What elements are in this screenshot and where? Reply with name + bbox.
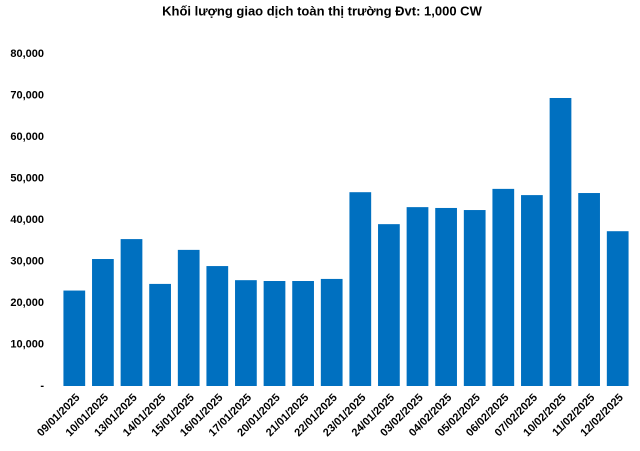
bar bbox=[578, 193, 600, 386]
y-tick-label: 50,000 bbox=[10, 172, 44, 184]
bar bbox=[92, 259, 114, 386]
bar bbox=[177, 249, 200, 386]
bar bbox=[435, 207, 457, 386]
y-tick-label: 60,000 bbox=[10, 131, 44, 143]
bar bbox=[263, 281, 286, 386]
chart-title: Khối lượng giao dịch toàn thị trường Đvt… bbox=[162, 3, 482, 18]
y-tick-label: - bbox=[40, 380, 44, 392]
bar bbox=[120, 239, 143, 386]
bar bbox=[235, 280, 257, 386]
y-tick-label: 20,000 bbox=[10, 297, 44, 309]
bar bbox=[349, 192, 372, 386]
bar bbox=[492, 188, 515, 386]
y-tick-label: 80,000 bbox=[10, 48, 44, 60]
y-tick-label: 10,000 bbox=[10, 338, 44, 350]
bar bbox=[521, 195, 543, 386]
bar bbox=[378, 224, 400, 386]
bar bbox=[292, 281, 314, 386]
bar bbox=[320, 278, 343, 386]
bar bbox=[63, 290, 86, 386]
y-tick-label: 40,000 bbox=[10, 214, 44, 226]
bar bbox=[549, 97, 572, 387]
bar bbox=[206, 266, 229, 386]
y-tick-label: 30,000 bbox=[10, 255, 44, 267]
bar bbox=[463, 210, 486, 386]
bar bbox=[406, 207, 429, 386]
y-tick-label: 70,000 bbox=[10, 89, 44, 101]
bar bbox=[149, 283, 171, 386]
bar bbox=[606, 231, 629, 386]
